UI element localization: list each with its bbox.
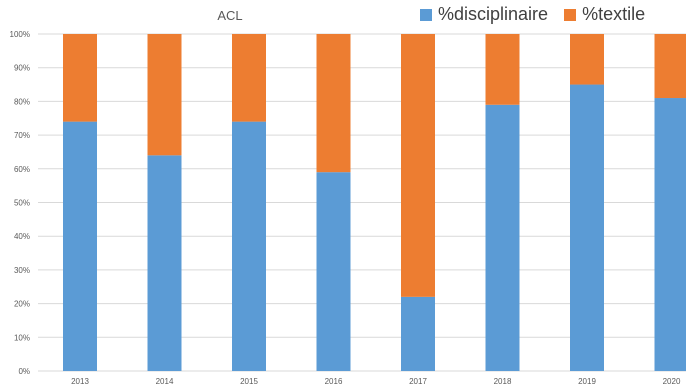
bar-2020-textile <box>654 34 686 99</box>
legend-swatch-textile <box>564 8 577 21</box>
bar-2014-disciplinaire <box>147 155 182 371</box>
y-tick-label-3: 30% <box>14 266 30 275</box>
x-tick-label-2013: 2013 <box>71 377 89 386</box>
chart-legend: %disciplinaire %textile <box>420 4 661 25</box>
bar-2014-textile <box>147 34 182 156</box>
y-tick-label-2: 20% <box>14 300 30 309</box>
bar-2019-disciplinaire <box>570 84 604 372</box>
legend-item-disciplinaire: %disciplinaire <box>420 4 548 25</box>
x-tick-label-2020: 2020 <box>663 377 681 386</box>
x-tick-label-2017: 2017 <box>409 377 427 386</box>
bar-2013-disciplinaire <box>63 121 97 372</box>
bar-2013-textile <box>63 34 97 122</box>
x-tick-label-2019: 2019 <box>578 377 596 386</box>
bar-2016-textile <box>316 34 351 173</box>
bar-2015-disciplinaire <box>232 121 266 372</box>
legend-swatch-disciplinaire <box>420 8 432 21</box>
y-tick-label-1: 10% <box>14 333 30 342</box>
y-tick-label-8: 80% <box>14 97 30 106</box>
bar-2015-textile <box>232 34 266 122</box>
x-tick-label-2015: 2015 <box>240 377 258 386</box>
x-tick-label-2014: 2014 <box>156 377 174 386</box>
x-tick-label-2016: 2016 <box>325 377 343 386</box>
bar-2018-disciplinaire <box>485 104 520 372</box>
bar-2018-textile <box>485 34 520 105</box>
bar-2019-textile <box>570 34 604 85</box>
y-tick-label-7: 70% <box>14 131 30 140</box>
bar-2017-disciplinaire <box>401 296 435 371</box>
bar-2020-disciplinaire <box>654 98 686 371</box>
legend-label-disciplinaire: %disciplinaire <box>438 4 549 24</box>
bar-2017-textile <box>401 34 435 297</box>
y-tick-label-0: 0% <box>18 367 30 376</box>
y-tick-label-10: 100% <box>10 30 30 39</box>
x-tick-label-2018: 2018 <box>494 377 512 386</box>
legend-label-textile: %textile <box>582 4 646 24</box>
bar-2016-disciplinaire <box>316 172 351 371</box>
y-tick-label-6: 60% <box>14 165 30 174</box>
y-tick-label-9: 90% <box>14 64 30 73</box>
y-tick-label-4: 40% <box>14 232 30 241</box>
chart-title: ACL <box>217 8 243 23</box>
legend-item-textile: %textile <box>564 4 645 25</box>
y-tick-label-5: 50% <box>14 199 30 208</box>
